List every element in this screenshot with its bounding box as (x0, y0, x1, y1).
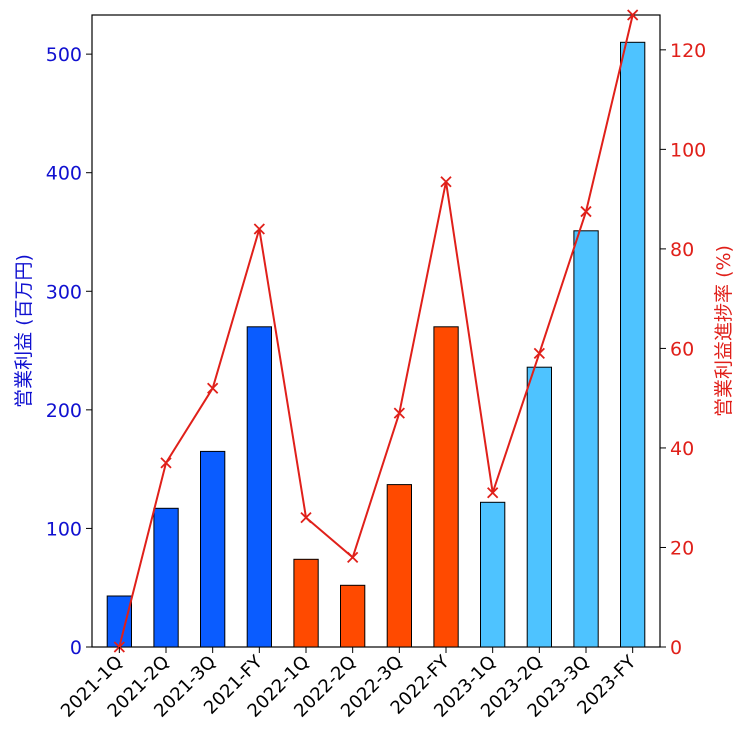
line-marker-2023-3Q (580, 205, 592, 218)
right-axis-ticks: 0 20 40 60 80 100 120 (660, 40, 706, 659)
right-tick-label: 100 (670, 139, 706, 161)
bar-2022-2Q (340, 584, 366, 648)
bar-2021-3Q (200, 450, 226, 648)
line-marker-2022-1Q (300, 511, 312, 524)
line-marker-2021-2Q (160, 457, 172, 469)
right-tick-label: 40 (670, 438, 694, 460)
left-tick-label: 400 (46, 163, 82, 185)
bar-2021-1Q (106, 595, 132, 648)
bar-2022-FY (433, 326, 459, 648)
bar-2023-FY (620, 41, 646, 648)
bar-2021-2Q (153, 507, 179, 648)
bar-2021-FY (246, 326, 272, 648)
line-marker-2022-3Q (393, 407, 405, 419)
right-tick-label: 120 (670, 40, 706, 62)
right-axis-label: 営業利益進捗率 (%) (713, 245, 735, 417)
bar-series (106, 41, 646, 648)
right-tick-label: 60 (670, 338, 694, 360)
left-tick-label: 100 (46, 518, 82, 540)
line-marker-2023-1Q (487, 487, 499, 499)
line-marker-2022-2Q (347, 551, 359, 564)
x-axis-ticks: 2021-1Q2021-2Q2021-3Q2021-FY2022-1Q2022-… (57, 647, 641, 722)
left-axis-label: 営業利益 (百万円) (13, 254, 35, 408)
left-axis-ticks: 0 100 200 300 400 500 (46, 44, 92, 659)
bar-2022-3Q (386, 484, 413, 648)
line-marker-2022-FY (440, 176, 452, 188)
left-tick-label: 300 (46, 281, 82, 303)
plot-area (91, 14, 661, 648)
right-tick-label: 0 (670, 637, 682, 659)
line-marker-2021-3Q (207, 382, 219, 394)
left-tick-label: 0 (70, 637, 82, 659)
bar-2023-3Q (573, 230, 599, 648)
left-tick-label: 200 (46, 400, 82, 422)
bar-2023-2Q (526, 366, 553, 648)
bar-2022-1Q (293, 558, 319, 648)
line-marker-2023-2Q (533, 347, 545, 360)
progress-line (118, 14, 634, 648)
right-tick-label: 20 (670, 537, 694, 559)
bar-2023-1Q (480, 501, 506, 648)
line-marker-2023-FY (627, 9, 639, 21)
line-marker-2021-FY (253, 223, 265, 235)
right-tick-label: 80 (670, 239, 694, 261)
left-tick-label: 500 (46, 44, 82, 66)
line-series (113, 9, 639, 653)
